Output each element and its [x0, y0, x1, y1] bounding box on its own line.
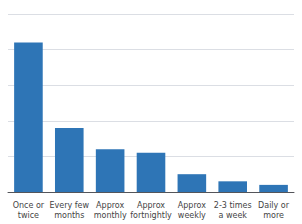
svg-text:Approx: Approx	[137, 201, 165, 210]
svg-text:Once or: Once or	[13, 201, 45, 210]
svg-text:monthly: monthly	[94, 211, 127, 220]
svg-text:twice: twice	[18, 211, 39, 220]
svg-text:Every few: Every few	[50, 201, 90, 210]
svg-text:weekly: weekly	[178, 211, 206, 220]
svg-text:months: months	[54, 211, 84, 220]
svg-text:2-3 times: 2-3 times	[214, 201, 252, 210]
svg-text:Approx: Approx	[178, 201, 206, 210]
svg-text:a week: a week	[218, 211, 247, 220]
svg-text:fortnightly: fortnightly	[130, 211, 172, 220]
svg-text:more: more	[263, 211, 284, 220]
svg-text:Daily or: Daily or	[258, 201, 290, 210]
svg-text:Approx: Approx	[96, 201, 124, 210]
